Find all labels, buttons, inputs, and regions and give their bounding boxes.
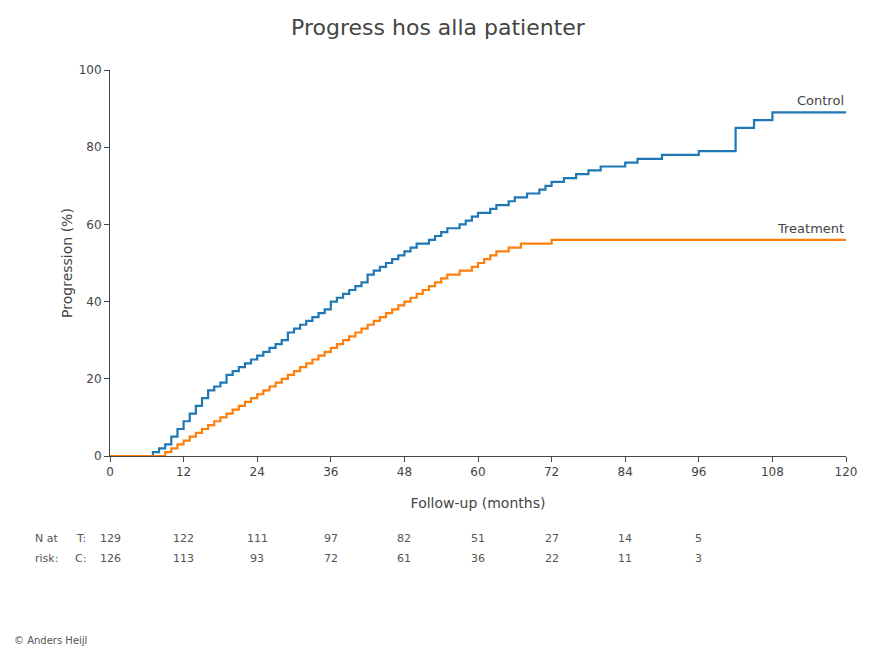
svg-text:T:: T: [76, 532, 86, 545]
svg-text:126: 126 [100, 552, 121, 565]
svg-text:C:: C: [75, 552, 86, 565]
svg-text:Treatment: Treatment [777, 221, 844, 236]
svg-text:27: 27 [545, 532, 559, 545]
svg-text:80: 80 [86, 140, 101, 154]
svg-text:36: 36 [323, 465, 338, 479]
svg-text:risk:: risk: [35, 552, 58, 565]
svg-text:51: 51 [471, 532, 485, 545]
svg-text:72: 72 [544, 465, 559, 479]
svg-text:113: 113 [173, 552, 194, 565]
svg-text:Follow-up (months): Follow-up (months) [411, 495, 546, 511]
svg-text:3: 3 [695, 552, 702, 565]
svg-text:96: 96 [691, 465, 706, 479]
svg-text:Progression (%): Progression (%) [59, 208, 75, 318]
svg-text:0: 0 [106, 465, 114, 479]
svg-text:12: 12 [176, 465, 191, 479]
svg-text:14: 14 [618, 532, 632, 545]
svg-text:82: 82 [397, 532, 411, 545]
svg-text:93: 93 [250, 552, 264, 565]
svg-text:122: 122 [173, 532, 194, 545]
svg-text:Control: Control [797, 93, 844, 108]
svg-text:22: 22 [545, 552, 559, 565]
svg-text:120: 120 [835, 465, 858, 479]
svg-text:24: 24 [250, 465, 265, 479]
svg-text:61: 61 [397, 552, 411, 565]
svg-text:Progress hos alla patienter: Progress hos alla patienter [291, 15, 586, 40]
svg-text:20: 20 [86, 372, 101, 386]
svg-text:36: 36 [471, 552, 485, 565]
svg-text:40: 40 [86, 295, 101, 309]
svg-text:129: 129 [100, 532, 121, 545]
svg-text:72: 72 [324, 552, 338, 565]
svg-text:108: 108 [761, 465, 784, 479]
svg-text:60: 60 [470, 465, 485, 479]
svg-text:100: 100 [79, 63, 102, 77]
svg-text:N at: N at [35, 532, 58, 545]
svg-text:84: 84 [618, 465, 633, 479]
svg-text:60: 60 [86, 218, 101, 232]
svg-text:48: 48 [397, 465, 412, 479]
svg-text:111: 111 [247, 532, 268, 545]
svg-text:11: 11 [618, 552, 632, 565]
svg-text:© Anders Heijl: © Anders Heijl [14, 635, 87, 646]
svg-text:0: 0 [94, 449, 102, 463]
svg-text:5: 5 [695, 532, 702, 545]
svg-text:97: 97 [324, 532, 338, 545]
